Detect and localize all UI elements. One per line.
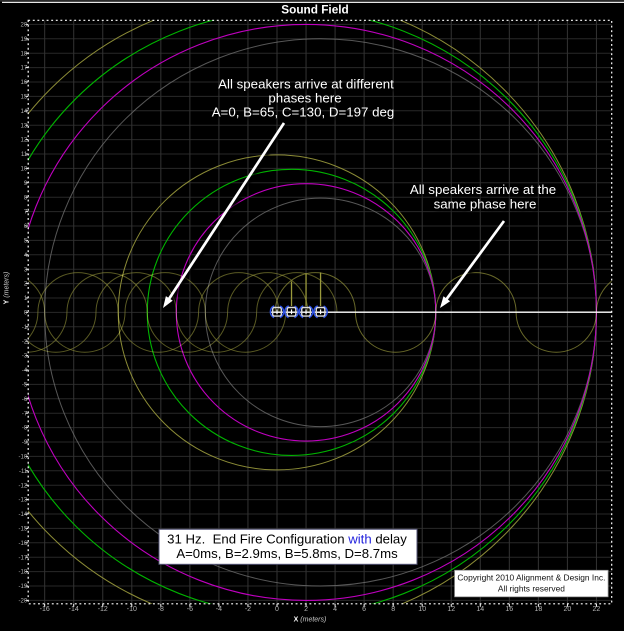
svg-text:16: 16 [505,606,513,613]
svg-text:-1: -1 [22,325,28,331]
svg-text:16: 16 [21,80,28,86]
svg-text:X (meters): X (meters) [294,617,327,624]
svg-text:-8: -8 [158,606,164,613]
svg-text:-13: -13 [19,498,28,504]
svg-text:-7: -7 [22,411,28,417]
svg-text:-8: -8 [22,426,28,432]
svg-text:A=0ms, B=2.9ms, B=5.8ms, D=8.7: A=0ms, B=2.9ms, B=5.8ms, D=8.7ms [176,546,398,561]
svg-text:All speakers arrive at differe: All speakers arrive at different [218,77,394,92]
svg-text:-12: -12 [19,483,28,489]
svg-text:Copyright 2010 Alignment & Des: Copyright 2010 Alignment & Design Inc. [457,573,605,583]
svg-text:-16: -16 [40,606,50,613]
svg-text:same phase here: same phase here [434,196,537,211]
svg-text:-10: -10 [19,455,28,461]
svg-text:5: 5 [24,239,28,245]
svg-text:14: 14 [21,109,28,115]
svg-text:12: 12 [21,138,28,144]
svg-text:12: 12 [447,606,455,613]
svg-text:31 Hz. End Fire Configuration: 31 Hz. End Fire Configuration with delay [167,532,407,547]
svg-text:-14: -14 [69,606,79,613]
svg-text:6: 6 [24,224,28,230]
svg-text:19: 19 [21,37,28,43]
svg-text:-16: -16 [19,541,28,547]
svg-text:17: 17 [21,66,28,72]
svg-text:4: 4 [333,606,337,613]
svg-text:-17: -17 [19,555,28,561]
svg-text:20: 20 [564,606,572,613]
svg-text:7: 7 [24,210,28,216]
svg-text:22: 22 [593,606,601,613]
svg-text:18: 18 [21,51,28,57]
svg-text:10: 10 [21,167,28,173]
svg-text:Sound Field: Sound Field [281,3,349,17]
svg-text:6: 6 [362,606,366,613]
svg-text:18: 18 [534,606,542,613]
svg-text:8: 8 [391,606,395,613]
svg-text:4: 4 [24,253,28,259]
svg-text:-2: -2 [22,339,28,345]
svg-text:14: 14 [476,606,484,613]
svg-text:10: 10 [418,606,426,613]
svg-text:-12: -12 [98,606,108,613]
svg-text:-4: -4 [22,368,28,374]
svg-text:0: 0 [275,606,279,613]
svg-text:-11: -11 [19,469,28,475]
svg-text:-2: -2 [245,606,251,613]
svg-text:-6: -6 [187,606,193,613]
svg-text:phases here: phases here [268,90,341,105]
svg-text:20: 20 [21,23,28,29]
svg-text:15: 15 [21,95,28,101]
svg-text:11: 11 [21,152,28,158]
svg-text:Y (meters): Y (meters) [4,272,11,305]
svg-text:8: 8 [24,195,28,201]
svg-text:2: 2 [304,606,308,613]
svg-text:-5: -5 [22,383,28,389]
svg-text:13: 13 [21,123,28,129]
svg-text:-6: -6 [22,397,28,403]
svg-text:3: 3 [24,267,28,273]
svg-text:-15: -15 [19,527,28,533]
svg-text:2: 2 [24,282,28,288]
svg-text:-10: -10 [127,606,137,613]
svg-text:-4: -4 [216,606,222,613]
svg-text:1: 1 [24,296,28,302]
svg-text:All rights reserved: All rights reserved [498,584,565,594]
svg-text:-14: -14 [19,512,28,518]
svg-text:-19: -19 [19,584,28,590]
svg-text:-9: -9 [22,440,28,446]
svg-text:9: 9 [24,181,28,187]
svg-text:-20: -20 [19,599,28,605]
svg-text:-3: -3 [22,354,28,360]
svg-text:All speakers arrive at the: All speakers arrive at the [410,182,556,197]
svg-text:0: 0 [24,311,28,317]
svg-text:A=0, B=65, C=130, D=197 deg: A=0, B=65, C=130, D=197 deg [212,105,395,120]
svg-text:-18: -18 [19,570,28,576]
